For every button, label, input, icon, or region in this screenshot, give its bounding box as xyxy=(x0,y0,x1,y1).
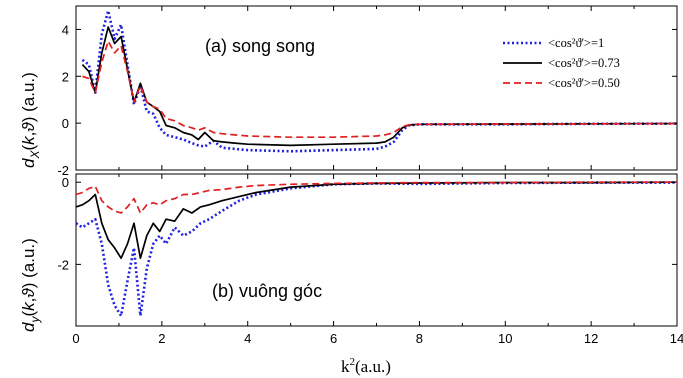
series-line-a-2 xyxy=(82,40,678,139)
x-tick-label: 6 xyxy=(330,331,337,346)
panel-b-frame xyxy=(75,173,678,327)
y-tick-label: -2 xyxy=(57,257,69,272)
x-tick-label: 0 xyxy=(72,331,79,346)
panel-a-ylabel: dX(k,ϑ) (a.u.) xyxy=(19,72,42,168)
panel-b-annotation: (b) vuông góc xyxy=(212,281,322,301)
y-tick-label: 0 xyxy=(62,175,69,190)
legend-label: <cos²ϑ'>=1 xyxy=(548,36,604,50)
x-tick-label: 12 xyxy=(584,331,598,346)
series-line-b-1 xyxy=(75,181,678,260)
panel-b-series xyxy=(75,181,678,317)
ylabel-a-sub: X xyxy=(28,150,42,160)
legend-label: <cos²ϑ'>=0.50 xyxy=(548,76,620,90)
x-tick-label: 4 xyxy=(244,331,251,346)
series-line-b-2 xyxy=(75,181,677,214)
series-line-b-0 xyxy=(75,181,677,317)
legend: <cos²ϑ'>=1 <cos²ϑ'>=0.73 <cos²ϑ'>=0.50 xyxy=(503,36,620,90)
x-tick-label: 2 xyxy=(158,331,165,346)
legend-label: <cos²ϑ'>=0.73 xyxy=(548,56,620,70)
x-tick-label: 10 xyxy=(498,331,512,346)
y-tick-label: -2 xyxy=(57,163,69,178)
panel-a-series xyxy=(81,9,678,153)
x-axis-label: k2(a.u.) xyxy=(341,356,391,376)
y-tick-label: 2 xyxy=(62,69,69,84)
panel-b-ylabel: dy(k,ϑ) (a.u.) xyxy=(19,238,42,332)
panel-a-annotation: (a) song song xyxy=(205,36,315,56)
panel-b-ticks: 0 2 4 6 8 10 12 14 -2 0 xyxy=(57,174,683,346)
y-tick-label: 0 xyxy=(62,116,69,131)
series-line-a-1 xyxy=(81,26,678,147)
x-tick-label: 14 xyxy=(670,331,683,346)
ylabel-b-sub: y xyxy=(28,316,42,324)
x-tick-label: 8 xyxy=(416,331,423,346)
panel-a-ticks: -2 0 2 4 xyxy=(57,6,678,178)
y-tick-label: 4 xyxy=(62,22,69,37)
